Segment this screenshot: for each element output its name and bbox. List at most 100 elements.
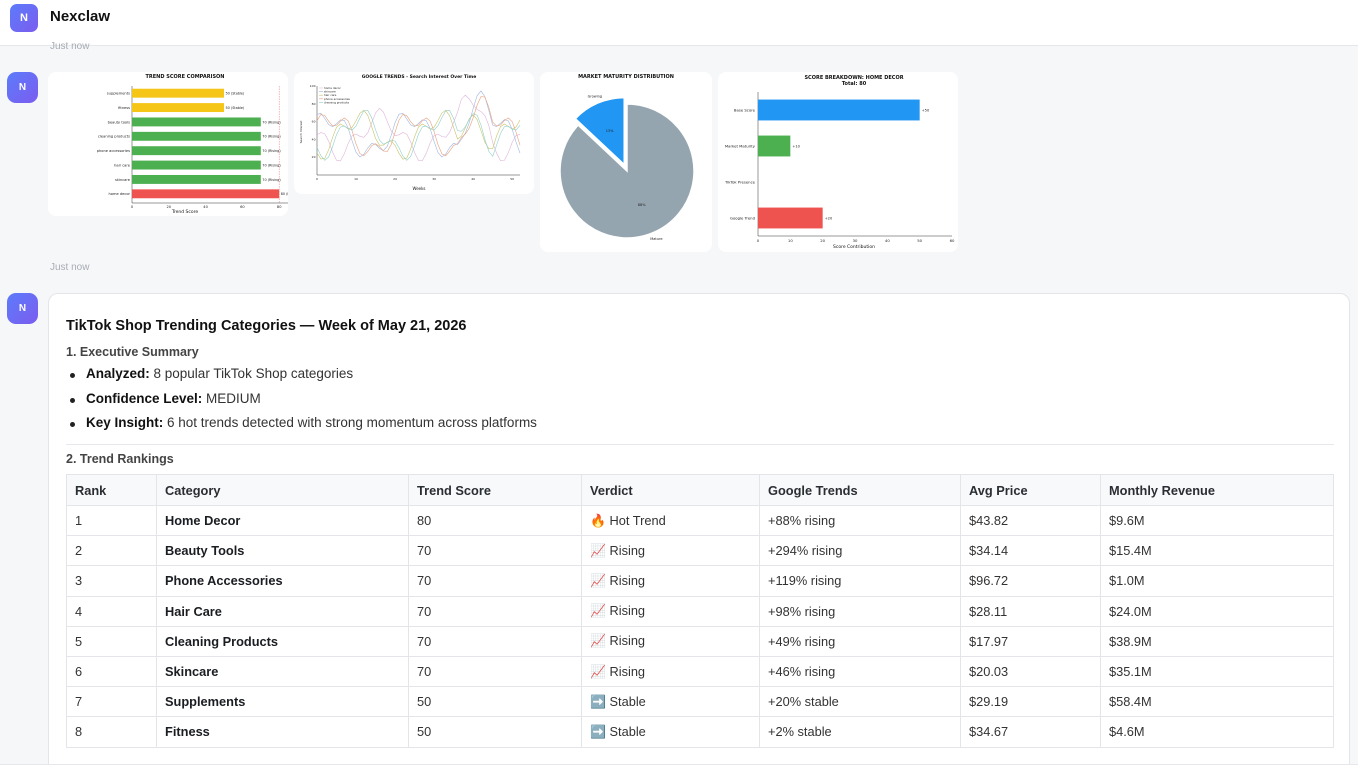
cell-avg-price: $17.97 — [960, 625, 1101, 657]
column-header-avg-price: Avg Price — [960, 474, 1101, 506]
chart-image-market-maturity[interactable]: MARKET MATURITY DISTRIBUTION 13% Growing 8… — [540, 72, 712, 252]
cell-monthly-revenue: $1.0M — [1100, 565, 1334, 597]
category-label: fitness — [118, 106, 130, 110]
chart-image-trend-score[interactable]: TREND SCORE COMPARISON supplements 50 (St… — [48, 72, 288, 216]
category-label: home decor — [109, 192, 131, 196]
x-tick-label: 30 — [432, 177, 436, 181]
cell-avg-price: $29.19 — [960, 686, 1101, 718]
slice-label: Mature — [650, 237, 662, 241]
cell-verdict: 📈 Rising — [581, 595, 760, 627]
cell-category: Home Decor — [156, 504, 409, 537]
x-tick-label: 0 — [316, 177, 318, 181]
cell-category: Supplements — [156, 686, 409, 718]
chart-title: GOOGLE TRENDS - Search Interest Over Tim… — [362, 74, 477, 80]
y-axis-label: Search Interest — [299, 120, 303, 144]
series-line — [316, 110, 521, 161]
cell-rank: 6 — [66, 655, 157, 688]
table-row: 3 Phone Accessories 70 📈 Rising +119% rising… — [66, 565, 1334, 597]
summary-label: Confidence Level: — [86, 390, 203, 406]
cell-monthly-revenue: $15.4M — [1100, 535, 1334, 567]
bar — [132, 117, 261, 127]
bar-label: 70 (Rising) — [262, 135, 281, 139]
cell-trend-score: 70 — [408, 655, 582, 688]
divider — [66, 444, 1334, 445]
cell-monthly-revenue: $58.4M — [1100, 686, 1334, 718]
cell-trend-score: 70 — [408, 565, 582, 597]
bar — [132, 160, 261, 170]
cell-verdict: 📈 Rising — [581, 565, 760, 597]
chart-image-score-breakdown[interactable]: SCORE BREAKDOWN: HOME DECOR Total: 80 Ba… — [718, 72, 958, 252]
summary-item: Confidence Level: MEDIUM — [66, 391, 537, 416]
top-bar: N Nexclaw — [0, 0, 1358, 46]
cell-rank: 7 — [66, 686, 157, 718]
cell-google-trends: +20% stable — [759, 686, 961, 718]
x-tick-label: 20 — [167, 205, 172, 209]
slice-percent: 13% — [606, 129, 614, 133]
series-line — [316, 96, 521, 157]
cell-verdict: 📈 Rising — [581, 655, 760, 688]
table-row: 4 Hair Care 70 📈 Rising +98% rising $28.11 $24… — [66, 595, 1334, 627]
x-tick-label: 50 — [510, 177, 514, 181]
cell-avg-price: $34.14 — [960, 535, 1101, 567]
bar-label: +10 — [792, 144, 800, 148]
cell-verdict: 📈 Rising — [581, 625, 760, 657]
report-message-card: TikTok Shop Trending Categories — Week o… — [48, 293, 1350, 771]
chart-title: MARKET MATURITY DISTRIBUTION — [578, 74, 674, 80]
cell-trend-score: 70 — [408, 625, 582, 657]
bar — [132, 189, 280, 199]
summary-text: 6 hot trends detected with strong moment… — [163, 415, 537, 430]
app-title: Nexclaw — [50, 8, 111, 25]
x-axis-label: Trend Score — [171, 209, 199, 215]
market-maturity-chart: MARKET MATURITY DISTRIBUTION 13% Growing 8… — [559, 74, 695, 241]
cell-google-trends: +2% stable — [759, 716, 961, 748]
chart-subtitle: Total: 80 — [842, 81, 867, 87]
x-axis-label: Score Contribution — [833, 244, 875, 250]
x-tick-label: 40 — [885, 238, 890, 243]
message-timestamp: Just now — [50, 41, 90, 52]
column-header-monthly-revenue: Monthly Revenue — [1100, 474, 1334, 506]
x-axis-label: Weeks — [412, 186, 425, 191]
table-row: 5 Cleaning Products 70 📈 Rising +49% rising $… — [66, 625, 1334, 657]
slice-label: Growing — [588, 95, 603, 99]
category-label: TikTok Presence — [724, 179, 756, 184]
cell-google-trends: +98% rising — [759, 595, 961, 627]
bar-label: 50 (Stable) — [226, 92, 245, 96]
cell-category: Cleaning Products — [156, 625, 409, 657]
bar — [132, 146, 261, 156]
column-header-trend-score: Trend Score — [408, 474, 582, 506]
cell-avg-price: $20.03 — [960, 655, 1101, 688]
bar — [132, 131, 261, 141]
series-line — [316, 94, 521, 162]
cell-trend-score: 50 — [408, 686, 582, 718]
google-trends-chart: GOOGLE TRENDS - Search Interest Over Tim… — [299, 74, 521, 191]
column-header-google-trends: Google Trends — [759, 474, 961, 506]
cell-avg-price: $28.11 — [960, 595, 1101, 627]
y-tick-label: 40 — [312, 137, 316, 141]
cell-monthly-revenue: $35.1M — [1100, 655, 1334, 688]
category-label: beauty tools — [108, 120, 130, 124]
x-tick-label: 30 — [853, 238, 858, 243]
trend-rankings-table: Rank Category Trend Score Verdict Google… — [66, 474, 1334, 748]
category-label: skincare — [115, 178, 131, 182]
category-label: supplements — [107, 92, 130, 96]
table-row: 1 Home Decor 80 🔥 Hot Trend +88% rising $43.8… — [66, 504, 1334, 537]
legend-entry: home decor — [324, 86, 342, 90]
cell-avg-price: $34.67 — [960, 716, 1101, 748]
chart-image-google-trends[interactable]: GOOGLE TRENDS - Search Interest Over Tim… — [294, 72, 534, 194]
cell-trend-score: 80 — [408, 504, 582, 537]
cell-avg-price: $43.82 — [960, 504, 1101, 537]
pie-slice — [574, 96, 625, 167]
bar-label: 80 (Hot Tre... — [281, 192, 288, 196]
cell-verdict: 🔥 Hot Trend — [581, 504, 760, 537]
trend-score-chart: TREND SCORE COMPARISON supplements 50 (St… — [97, 74, 288, 215]
y-tick-label: 20 — [312, 155, 316, 159]
cell-verdict: 📈 Rising — [581, 535, 760, 567]
bar — [132, 103, 224, 113]
cell-monthly-revenue: $24.0M — [1100, 595, 1334, 627]
cell-rank: 3 — [66, 565, 157, 597]
assistant-avatar: N — [7, 72, 38, 103]
bar — [132, 88, 224, 98]
cell-rank: 2 — [66, 535, 157, 567]
cell-category: Skincare — [156, 655, 409, 688]
bar-label: 50 (Stable) — [226, 106, 245, 110]
